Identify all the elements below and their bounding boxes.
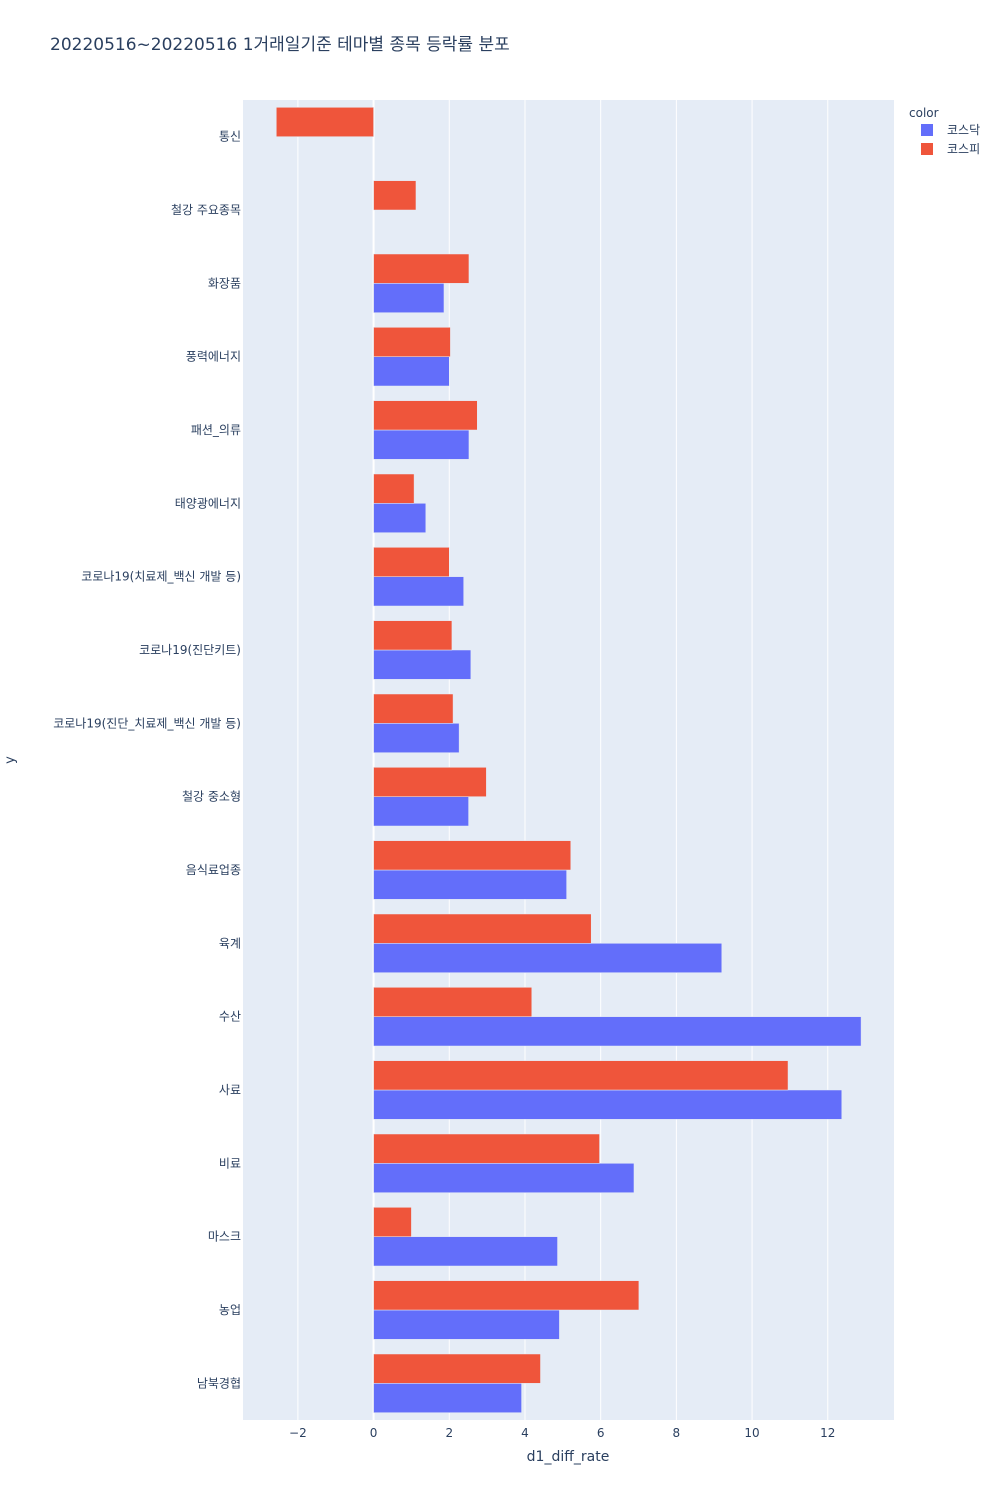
y-tick-label: 코로나19(진단키트) [139,643,241,657]
legend-label: 코스피 [947,142,980,156]
bar-kosdaq [373,429,470,460]
y-tick-label: 음식료업종 [186,863,241,877]
bar-kosdaq [373,1089,843,1120]
bar-kospi [373,400,478,431]
x-axis-ticks: −2 0 2 4 6 8 10 12 [289,1426,835,1440]
y-tick-label: 패션_의류 [191,423,241,437]
bar-kosdaq [373,576,464,607]
bar-kosdaq [373,1016,862,1047]
bar-kospi [373,1133,600,1164]
x-tick-label: 0 [370,1426,378,1440]
bar-kospi [373,1280,640,1311]
gridlines [297,100,829,1420]
y-tick-label: 철강 중소형 [182,790,241,804]
y-tick-label: 코로나19(진단_치료제_백신 개발 등) [53,716,241,730]
bars [276,107,862,1413]
chart-title: 20220516~20220516 1거래일기준 테마별 종목 등락률 분포 [50,35,510,55]
y-tick-label: 태양광에너지 [175,496,241,510]
legend-swatch [921,143,933,155]
bar-kospi [373,180,417,211]
bar-kospi [373,253,470,284]
bar-kosdaq [373,1236,558,1267]
bar-kosdaq [373,796,469,827]
bar-kosdaq [373,649,472,680]
y-tick-label: 남북경협 [197,1376,241,1390]
y-tick-label: 철강 주요종목 [171,203,241,217]
bar-kosdaq [373,1383,522,1413]
x-tick-label: 4 [521,1426,529,1440]
bar-kosdaq [373,503,427,533]
y-tick-label: 농업 [219,1303,241,1317]
legend-title: color [909,106,939,120]
x-tick-label: 10 [744,1426,759,1440]
y-tick-label: 마스크 [208,1230,241,1244]
x-tick-label: 2 [445,1426,453,1440]
y-tick-label: 수산 [219,1010,241,1024]
x-tick-label: 8 [673,1426,681,1440]
y-tick-label: 사료 [219,1083,241,1097]
plot-area [243,100,894,1420]
bar-kospi [373,547,450,577]
bar-kosdaq [373,1163,635,1193]
x-axis-title: d1_diff_rate [527,1449,610,1465]
y-tick-label: 육계 [219,936,241,950]
bar-kospi [373,693,454,724]
bar-kospi [373,1060,789,1091]
bar-kospi [276,107,374,137]
bar-kospi [373,913,592,944]
bar-kosdaq [373,869,567,900]
bar-kospi [373,987,533,1017]
bar-kospi [373,620,453,651]
bar-kospi [373,767,487,797]
bar-kosdaq [373,283,445,313]
legend-label: 코스닥 [947,123,980,137]
x-tick-label: 6 [597,1426,605,1440]
y-axis-title: y [3,756,18,764]
x-tick-label: 12 [820,1426,835,1440]
bar-kosdaq [373,1309,560,1340]
bar-kosdaq [373,356,450,387]
y-tick-label: 코로나19(치료제_백신 개발 등) [81,570,241,584]
x-tick-label: −2 [289,1426,307,1440]
legend-swatch [921,124,933,136]
y-tick-label: 화장품 [208,276,241,290]
bar-kospi [373,840,572,871]
bar-kospi [373,1207,412,1237]
bar-kosdaq [373,943,723,973]
y-tick-label: 풍력에너지 [186,350,241,364]
bar-kospi [373,1353,541,1384]
bar-kosdaq [373,723,460,753]
y-tick-label: 통신 [219,130,241,144]
y-tick-label: 비료 [219,1156,241,1170]
bar-kospi [373,473,415,504]
bar-kospi [373,327,451,357]
